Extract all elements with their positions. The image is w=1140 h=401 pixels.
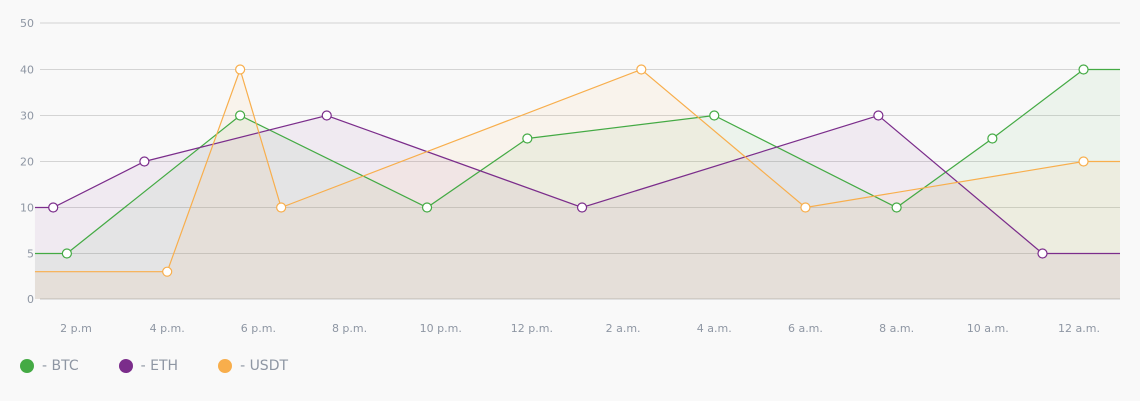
point-btc-1: [236, 111, 245, 120]
x-tick-label-7: 4 a.m.: [697, 322, 732, 335]
legend-item-usdt[interactable]: - USDT: [218, 358, 288, 374]
y-tick-label-0: 0: [27, 293, 34, 306]
y-tick-label-40: 40: [20, 64, 34, 77]
point-usdt-5: [1079, 157, 1088, 166]
point-usdt-4: [801, 203, 810, 212]
point-btc-2: [423, 203, 432, 212]
legend-swatch-usdt: [218, 359, 232, 373]
x-tick-label-5: 12 p.m.: [511, 322, 553, 335]
y-tick-label-5: 5: [27, 248, 34, 261]
point-usdt-2: [277, 203, 286, 212]
point-eth-5: [1038, 249, 1047, 258]
point-eth-0: [49, 203, 58, 212]
point-btc-7: [1079, 65, 1088, 74]
x-tick-label-6: 2 a.m.: [606, 322, 641, 335]
point-eth-4: [874, 111, 883, 120]
x-tick-label-3: 8 p.m.: [332, 322, 367, 335]
x-tick-label-4: 10 p.m.: [420, 322, 462, 335]
legend-label-eth: - ETH: [141, 358, 178, 374]
legend-item-btc[interactable]: - BTC: [20, 358, 79, 374]
point-btc-6: [988, 134, 997, 143]
point-usdt-0: [163, 267, 172, 276]
chart-legend: - BTC - ETH - USDT: [20, 358, 328, 374]
legend-swatch-eth: [119, 359, 133, 373]
y-tick-label-10: 10: [20, 202, 34, 215]
y-tick-label-20: 20: [20, 156, 34, 169]
point-usdt-1: [236, 65, 245, 74]
legend-label-btc: - BTC: [42, 358, 79, 374]
x-tick-label-10: 10 a.m.: [967, 322, 1009, 335]
y-tick-label-30: 30: [20, 110, 34, 123]
point-usdt-3: [637, 65, 646, 74]
x-tick-label-9: 8 a.m.: [879, 322, 914, 335]
point-eth-3: [578, 203, 587, 212]
x-tick-label-1: 4 p.m.: [150, 322, 185, 335]
legend-label-usdt: - USDT: [240, 358, 288, 374]
x-tick-label-0: 2 p.m: [60, 322, 92, 335]
chart-canvas: 0 5 10 20 30 40 50 2 p.m 4 p.m. 6 p.m. 8 p.m. 10 p.…: [0, 0, 1140, 350]
point-btc-5: [892, 203, 901, 212]
x-tick-label-11: 12 a.m.: [1058, 322, 1100, 335]
point-eth-1: [140, 157, 149, 166]
point-btc-3: [523, 134, 532, 143]
point-btc-4: [710, 111, 719, 120]
point-eth-2: [322, 111, 331, 120]
legend-swatch-btc: [20, 359, 34, 373]
point-btc-0: [62, 249, 71, 258]
y-tick-label-50: 50: [20, 17, 34, 30]
x-tick-label-2: 6 p.m.: [241, 322, 276, 335]
x-tick-label-8: 6 a.m.: [788, 322, 823, 335]
legend-item-eth[interactable]: - ETH: [119, 358, 178, 374]
